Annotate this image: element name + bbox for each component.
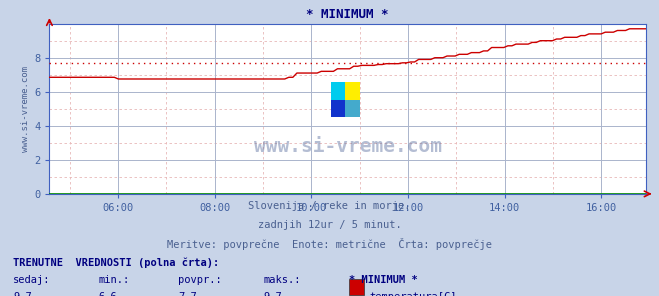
Text: * MINIMUM *: * MINIMUM * xyxy=(349,276,418,285)
Y-axis label: www.si-vreme.com: www.si-vreme.com xyxy=(21,66,30,152)
Bar xyxy=(331,99,345,117)
Bar xyxy=(331,82,345,99)
Text: povpr.:: povpr.: xyxy=(178,276,221,285)
Text: Meritve: povprečne  Enote: metrične  Črta: povprečje: Meritve: povprečne Enote: metrične Črta:… xyxy=(167,238,492,250)
Bar xyxy=(345,82,360,99)
Text: temperatura[C]: temperatura[C] xyxy=(369,292,457,296)
Text: Slovenija / reke in morje.: Slovenija / reke in morje. xyxy=(248,201,411,211)
Text: zadnjih 12ur / 5 minut.: zadnjih 12ur / 5 minut. xyxy=(258,220,401,230)
Bar xyxy=(345,99,360,117)
Text: min.:: min.: xyxy=(99,276,130,285)
Text: 9,7: 9,7 xyxy=(13,292,32,296)
Text: www.si-vreme.com: www.si-vreme.com xyxy=(254,137,442,156)
Bar xyxy=(349,279,364,295)
Text: 7,7: 7,7 xyxy=(178,292,196,296)
Text: 6,6: 6,6 xyxy=(99,292,117,296)
Text: sedaj:: sedaj: xyxy=(13,276,51,285)
Text: maks.:: maks.: xyxy=(264,276,301,285)
Title: * MINIMUM *: * MINIMUM * xyxy=(306,8,389,21)
Text: TRENUTNE  VREDNOSTI (polna črta):: TRENUTNE VREDNOSTI (polna črta): xyxy=(13,258,219,268)
Text: 9,7: 9,7 xyxy=(264,292,282,296)
